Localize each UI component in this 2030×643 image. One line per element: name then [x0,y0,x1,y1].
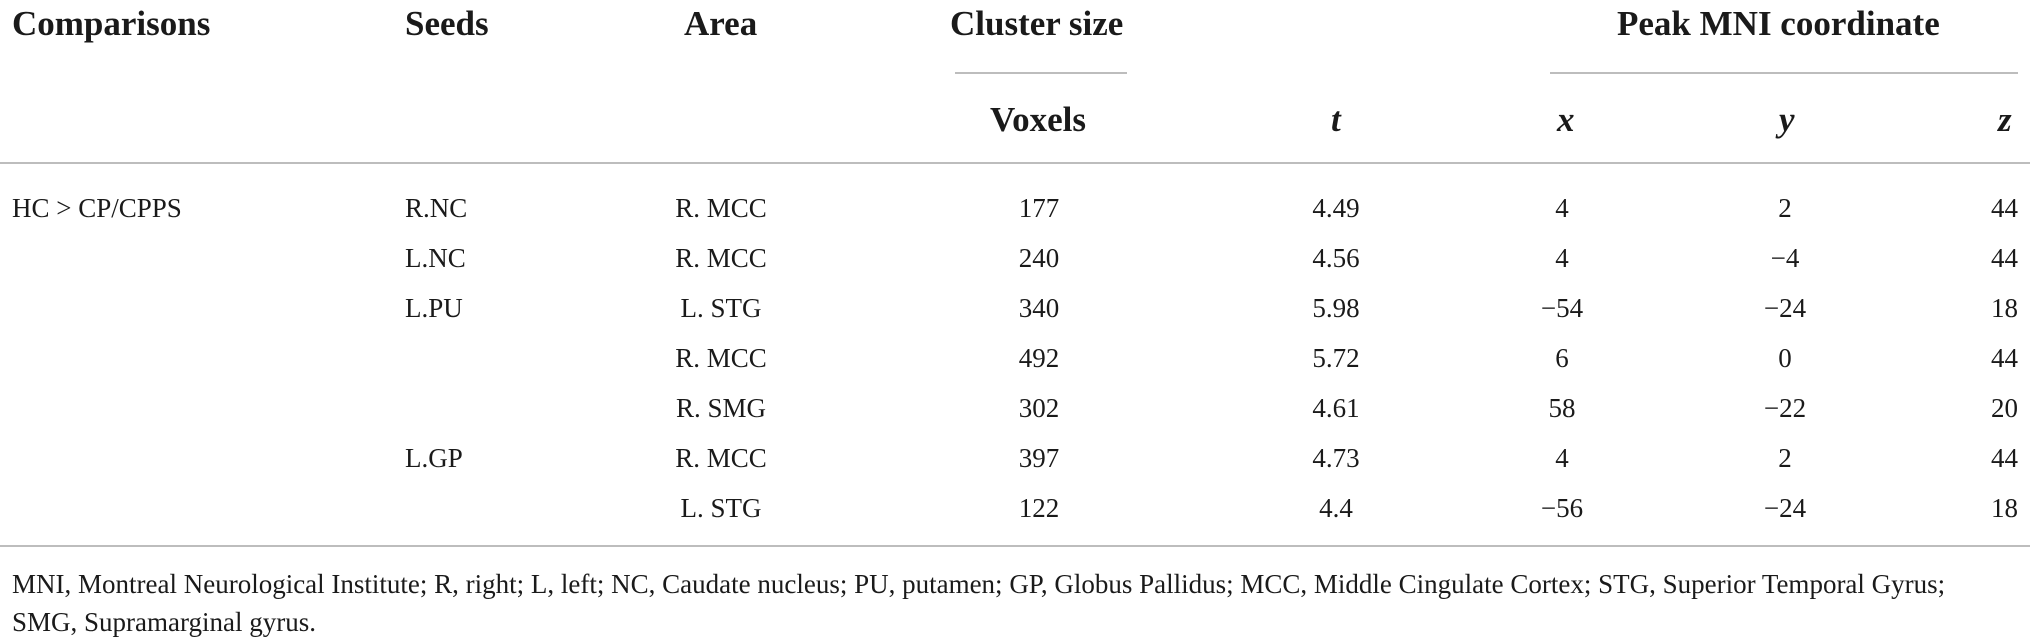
table-footnote: MNI, Montreal Neurological Institute; R,… [12,569,1946,637]
cell-y: −24 [1763,293,1807,323]
header-cluster-size: Cluster size [950,4,1124,43]
cell-area: R. SMG [675,393,767,423]
header-seeds: Seeds [405,4,489,43]
cell-comparison: HC > CP/CPPS [12,193,182,223]
header-z: z [1998,100,2012,139]
cell-y: −24 [1763,493,1807,523]
cell-y: 2 [1778,443,1792,473]
cell-seed: R.NC [405,193,468,223]
cell-voxels: 397 [1018,443,1060,473]
cell-z: 44 [1991,343,2018,373]
cell-area: R. MCC [675,243,767,273]
cell-seed: L.PU [405,293,463,323]
cell-x: 6 [1555,343,1569,373]
cell-z: 18 [1991,493,2018,523]
header-voxels: Voxels [990,100,1086,139]
header-comparisons: Comparisons [12,4,211,43]
header-area: Area [684,4,758,43]
cell-x: 4 [1555,193,1569,223]
table-bottom-rule [0,545,2030,547]
cell-x: −54 [1540,293,1584,323]
cell-area: R. MCC [675,193,767,223]
cell-t: 5.98 [1312,293,1360,323]
cell-t: 4.49 [1312,193,1360,223]
cell-y: −22 [1763,393,1807,423]
header-t: t [1331,100,1341,139]
header-x: x [1557,100,1575,139]
cell-z: 44 [1991,193,2018,223]
cell-z: 44 [1991,243,2018,273]
cell-y: 0 [1778,343,1792,373]
cell-area: R. MCC [675,343,767,373]
cell-x: −56 [1540,493,1584,523]
cell-voxels: 492 [1018,343,1060,373]
cell-t: 4.61 [1312,393,1360,423]
cell-voxels: 340 [1018,293,1060,323]
cell-z: 44 [1991,443,2018,473]
header-peak-mni-coordinate: Peak MNI coordinate [1617,4,1940,43]
cell-voxels: 122 [1018,493,1060,523]
cell-t: 4.56 [1312,243,1360,273]
cell-y: −4 [1770,243,1800,273]
header-bottom-rule [0,162,2030,164]
cell-y: 2 [1778,193,1792,223]
cell-voxels: 177 [1018,193,1060,223]
cell-voxels: 302 [1018,393,1060,423]
cell-t: 4.4 [1319,493,1353,523]
cell-t: 5.72 [1312,343,1360,373]
cell-t: 4.73 [1312,443,1360,473]
cell-seed: L.GP [405,443,463,473]
cell-area: L. STG [680,493,762,523]
cell-area: L. STG [680,293,762,323]
header-y: y [1779,100,1795,139]
peak-mni-underline [1550,72,2018,74]
cell-z: 18 [1991,293,2018,323]
cell-x: 4 [1555,443,1569,473]
cell-z: 20 [1991,393,2018,423]
cell-area: R. MCC [675,443,767,473]
cell-x: 58 [1548,393,1576,423]
cell-x: 4 [1555,243,1569,273]
cell-voxels: 240 [1018,243,1060,273]
cell-seed: L.NC [405,243,466,273]
cluster-size-underline [955,72,1127,74]
